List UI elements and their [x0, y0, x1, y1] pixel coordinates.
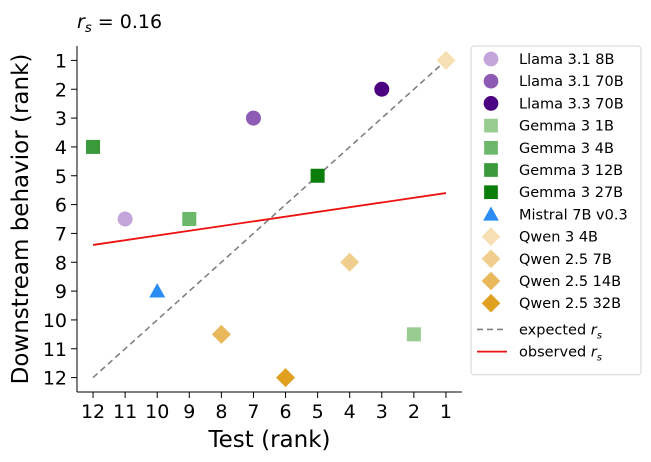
- legend-marker: [483, 73, 499, 89]
- legend-marker: [483, 206, 499, 221]
- y-tick-label: 10: [43, 310, 67, 332]
- legend-marker: [484, 118, 498, 133]
- x-tick-label: 4: [344, 401, 356, 423]
- legend-marker: [483, 51, 499, 67]
- legend-label: Qwen 2.5 7B: [519, 252, 612, 268]
- y-tick-label: 5: [55, 166, 67, 188]
- x-tick-label: 8: [215, 401, 227, 423]
- legend-marker: [481, 249, 501, 269]
- legend: Llama 3.1 8B Llama 3.1 70B Llama 3.3 70B Ge…: [470, 45, 642, 376]
- legend-marker: [481, 227, 501, 246]
- y-tick-label: 11: [43, 339, 67, 361]
- y-tick-label: 7: [55, 223, 67, 245]
- data-point: [406, 327, 421, 342]
- x-tick-label: 9: [183, 401, 195, 423]
- data-point: [182, 212, 197, 226]
- legend-frame: [470, 45, 642, 376]
- y-tick-label: 12: [43, 368, 67, 390]
- legend-label: Gemma 3 4B: [519, 141, 614, 157]
- legend-label: Llama 3.1 8B: [519, 52, 614, 68]
- x-tick-label: 2: [408, 401, 420, 423]
- x-tick-label: 3: [376, 401, 388, 423]
- y-tick-label: 2: [55, 79, 67, 101]
- data-point: [86, 139, 101, 154]
- legend-marker: [484, 185, 498, 200]
- y-tick-label: 8: [55, 252, 67, 274]
- legend-marker: [484, 140, 498, 155]
- data-point: [149, 283, 166, 298]
- x-tick-label: 6: [279, 401, 291, 423]
- x-tick-label: 5: [312, 401, 324, 423]
- y-tick-label: 3: [55, 108, 67, 130]
- legend-label: Qwen 2.5 14B: [519, 274, 621, 290]
- data-point: [436, 50, 456, 70]
- data-point: [245, 110, 261, 126]
- data-point: [211, 324, 231, 344]
- x-tick-label: 12: [81, 401, 105, 423]
- data-point: [374, 81, 390, 97]
- y-tick-label: 9: [55, 281, 67, 303]
- data-point: [310, 168, 325, 183]
- legend-marker: [484, 163, 498, 177]
- data-point: [340, 252, 360, 272]
- legend-marker: [481, 271, 501, 291]
- x-tick-label: 11: [113, 401, 137, 423]
- legend-label: Gemma 3 12B: [519, 163, 623, 179]
- x-tick-label: 10: [145, 401, 169, 423]
- y-tick-label: 6: [55, 195, 67, 217]
- legend-label: expected rs: [519, 322, 603, 341]
- y-axis-label: Downstream behavior (rank): [8, 54, 34, 385]
- legend-marker: [483, 96, 499, 111]
- legend-label: Gemma 3 27B: [519, 185, 623, 201]
- expected-line: [92, 59, 447, 379]
- legend-label: Gemma 3 1B: [519, 119, 614, 135]
- y-tick-label: 4: [55, 137, 67, 159]
- legend-label: Llama 3.3 70B: [519, 96, 624, 112]
- x-tick-label: 1: [440, 401, 452, 423]
- chart-title: rs = 0.16: [77, 11, 162, 36]
- legend-label: Qwen 3 4B: [519, 230, 598, 246]
- data-point: [276, 368, 296, 388]
- x-axis-label: Test (rank): [208, 427, 331, 453]
- legend-label: Llama 3.1 70B: [519, 74, 624, 90]
- x-tick-label: 7: [247, 401, 259, 423]
- data-point: [117, 211, 133, 227]
- legend-label: observed rs: [519, 345, 603, 364]
- legend-marker: [481, 293, 501, 313]
- y-tick-label: 1: [55, 50, 67, 72]
- legend-label: Mistral 7B v0.3: [519, 207, 628, 223]
- observed-line: [92, 192, 447, 246]
- legend-label: Qwen 2.5 32B: [519, 296, 621, 312]
